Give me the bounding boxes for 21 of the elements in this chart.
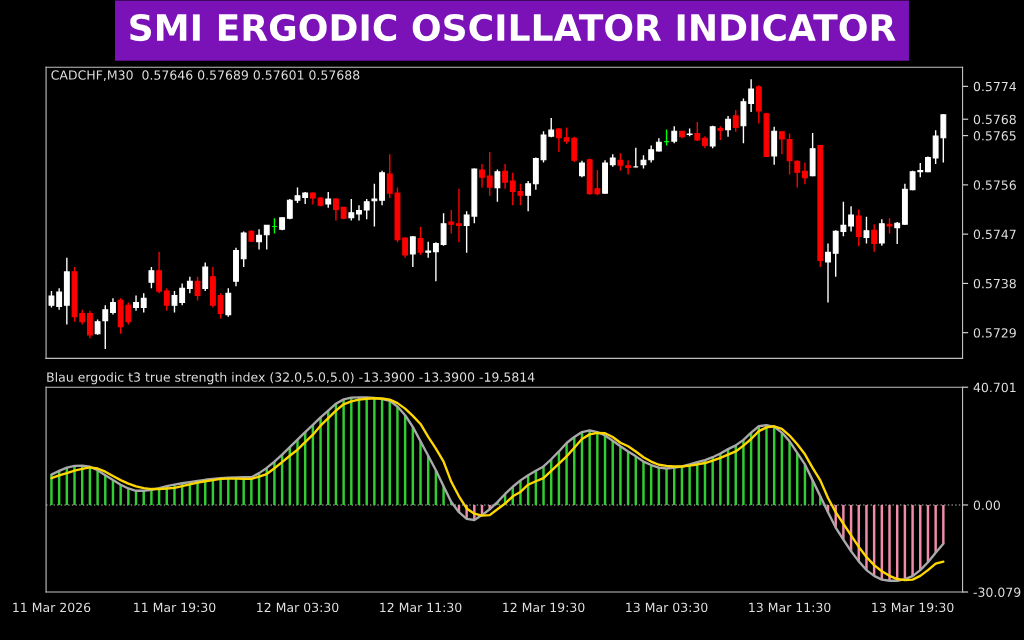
y-tick-label: 0.5768 [973, 114, 1016, 125]
y-tick-label: 0.00 [973, 500, 1000, 510]
y-tick-label: 0.5729 [973, 328, 1016, 338]
x-tick-label: 12 Mar 11:30 [380, 602, 462, 613]
y-tick-label: 0.5738 [973, 278, 1016, 289]
x-tick-label: 11 Mar 2026 [13, 602, 91, 613]
y-tick-label: 40.701 [973, 382, 1016, 393]
x-tick-label: 13 Mar 03:30 [626, 602, 708, 613]
chart-title: Blau ergodic t3 true strength index (32.0,5.0,5.0) -13.3900 -13.3900 -19.5814 [47, 372, 535, 385]
y-tick-label: 0.5756 [973, 180, 1016, 190]
x-tick-label: 12 Mar 19:30 [503, 602, 585, 613]
text: SMI ERGODIC OSCILLATOR INDICATOR [130, 13, 896, 42]
x-tick-label: 13 Mar 19:30 [872, 602, 954, 613]
x-tick-label: 12 Mar 03:30 [257, 602, 339, 613]
x-tick-label: 11 Mar 19:30 [134, 602, 216, 613]
y-tick-label: 0.5747 [973, 229, 1016, 240]
chart-title: CADCHF,M30 0.57646 0.57689 0.57601 0.57688 [51, 70, 360, 82]
y-tick-label: -30.079 [973, 587, 1021, 597]
y-tick-label: 0.5765 [973, 131, 1016, 141]
x-tick-label: 13 Mar 11:30 [749, 602, 831, 613]
y-tick-label: 0.5774 [973, 81, 1017, 92]
